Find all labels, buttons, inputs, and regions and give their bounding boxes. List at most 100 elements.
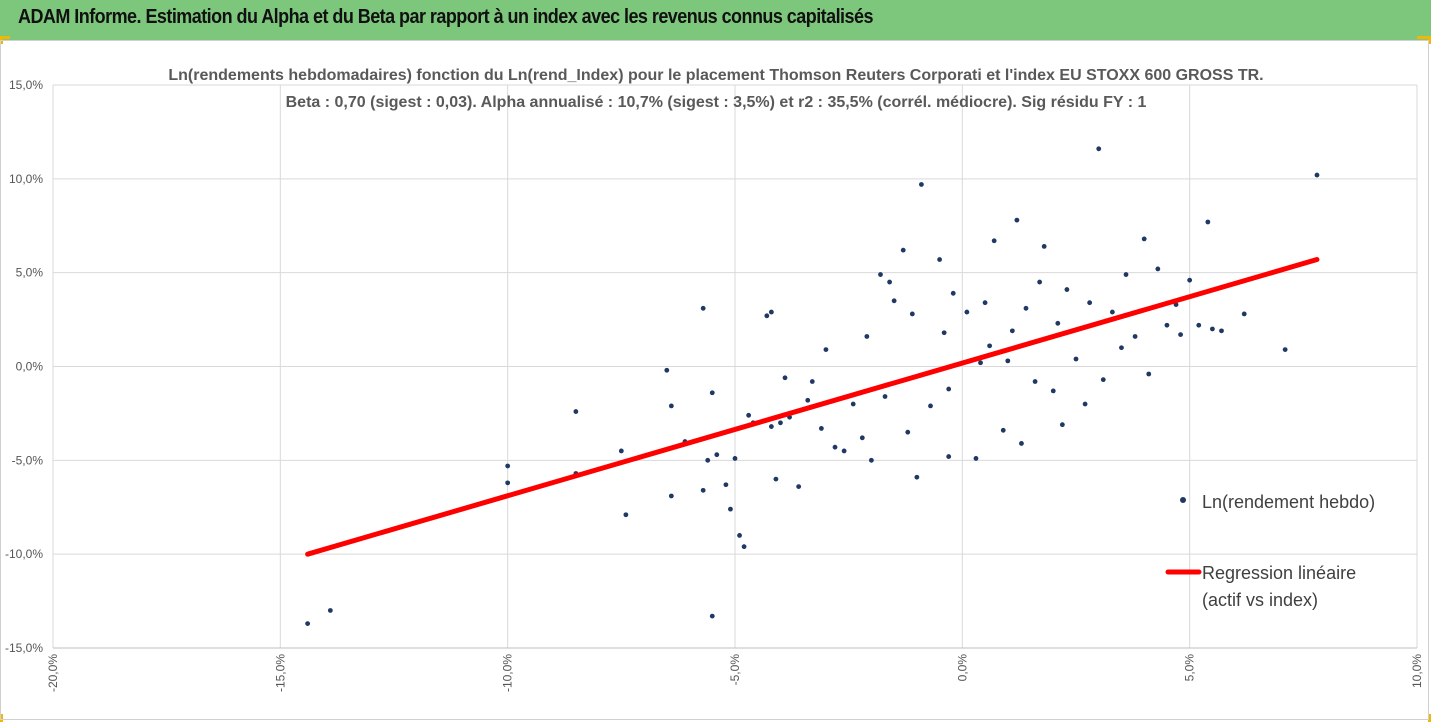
scatter-point <box>978 360 983 366</box>
scatter-point <box>1032 379 1038 384</box>
scatter-point <box>764 313 770 319</box>
chart-title-line-2: Beta : 0,70 (sigest : 0,03). Alpha annua… <box>286 94 1147 111</box>
y-tick-label: 0,0% <box>16 360 44 374</box>
scatter-point <box>928 403 933 409</box>
scatter-point <box>832 444 838 450</box>
scatter-point <box>900 247 906 253</box>
scatter-point <box>505 480 511 486</box>
corner-marker-bottom-right <box>1428 714 1431 722</box>
scatter-point <box>1219 328 1224 334</box>
y-tick-label: 10,0% <box>9 172 43 186</box>
x-tick-label: -5,0% <box>728 654 742 686</box>
x-tick-label: 0,0% <box>955 654 969 682</box>
scatter-point <box>737 533 742 538</box>
scatter-point <box>668 403 674 409</box>
scatter-point <box>1314 172 1320 178</box>
tick-labels: -20,0% -15,0% -10,0% -5,0% 0,0% 5,0% 10,0% 15,0… <box>5 78 1424 692</box>
scatter-point <box>778 420 783 426</box>
report-title: ADAM Informe. Estimation du Alpha et du … <box>18 6 873 28</box>
scatter-point <box>1037 279 1043 285</box>
scatter-point <box>1155 266 1161 272</box>
scatter-point <box>668 493 674 499</box>
scatter-point <box>973 456 979 461</box>
scatter-point <box>664 367 670 373</box>
scatter-point <box>782 375 788 381</box>
scatter-point <box>950 290 956 296</box>
scatter-point <box>618 448 624 454</box>
scatter-point <box>1178 332 1183 337</box>
scatter-point <box>909 311 915 317</box>
scatter-point <box>705 457 711 463</box>
scatter-point <box>941 330 947 336</box>
chart-frame <box>0 40 1429 720</box>
scatter-point <box>982 300 988 306</box>
scatter-point <box>1005 358 1011 364</box>
scatter-point <box>700 487 706 493</box>
scatter-point <box>573 409 579 414</box>
corner-marker-top-left <box>0 36 10 39</box>
scatter-point <box>1205 219 1211 225</box>
scatter-point <box>1119 345 1124 351</box>
x-tick-label: -10,0% <box>501 654 515 692</box>
header-bar: ADAM Informe. Estimation du Alpha et du … <box>0 0 1431 40</box>
scatter-point <box>1123 272 1129 277</box>
scatter-point <box>882 394 888 399</box>
scatter-point <box>732 456 738 461</box>
scatter-point <box>1023 305 1029 311</box>
scatter-point <box>991 238 997 244</box>
y-tick-label: 5,0% <box>16 266 44 280</box>
scatter-point <box>809 379 815 384</box>
x-tick-label: -20,0% <box>46 654 60 692</box>
scatter-point <box>1014 217 1020 223</box>
scatter-point <box>887 279 892 285</box>
scatter-point <box>796 484 802 490</box>
scatter-point <box>1164 322 1170 328</box>
scatter-point <box>1187 277 1193 283</box>
legend-label-regression: (actif vs index) <box>1202 590 1318 610</box>
scatter-point <box>841 448 847 454</box>
scatter-point <box>1100 377 1106 383</box>
scatter-point <box>914 474 920 480</box>
scatter-point <box>728 506 733 512</box>
scatter-point <box>709 613 715 619</box>
scatter-point <box>768 309 774 315</box>
scatter-point <box>1132 334 1138 339</box>
scatter-point <box>723 482 729 488</box>
scatter-point <box>805 397 811 403</box>
corner-marker-top-right-vertical <box>1428 36 1431 44</box>
x-tick-label: 10,0% <box>1410 654 1424 688</box>
scatter-point <box>1141 236 1147 242</box>
legend-label-regression: Regression linéaire <box>1202 563 1356 583</box>
scatter-point <box>946 454 952 459</box>
scatter-point <box>850 401 856 407</box>
scatter-point <box>891 298 897 304</box>
scatter-point <box>305 621 311 627</box>
regression-line <box>305 257 1320 557</box>
scatter-point <box>878 272 883 277</box>
y-tick-label: -5,0% <box>12 453 44 467</box>
scatter-point <box>709 390 715 396</box>
scatter-point <box>1196 322 1202 328</box>
scatter-point <box>1082 401 1088 407</box>
legend: Ln(rendement hebdo) Regression linéaire (a… <box>1165 492 1375 610</box>
scatter-point <box>768 424 774 429</box>
scatter-point <box>1041 243 1047 249</box>
y-tick-label: 15,0% <box>9 78 43 92</box>
scatter-point <box>505 463 511 469</box>
corner-marker-top-right <box>1417 36 1431 39</box>
scatter-point <box>1019 441 1024 446</box>
scatter-point <box>1000 427 1006 433</box>
scatter-point <box>964 309 970 315</box>
x-tick-label: 5,0% <box>1183 654 1197 682</box>
scatter-point <box>1146 371 1152 377</box>
scatter-points <box>305 146 1320 627</box>
scatter-point <box>1059 422 1065 428</box>
scatter-point <box>946 386 952 392</box>
scatter-point <box>1050 388 1056 394</box>
scatter-point <box>741 544 747 550</box>
scatter-point <box>905 429 911 435</box>
scatter-point <box>1073 356 1079 362</box>
scatter-point <box>714 452 720 458</box>
x-tick-label: -15,0% <box>273 654 287 692</box>
